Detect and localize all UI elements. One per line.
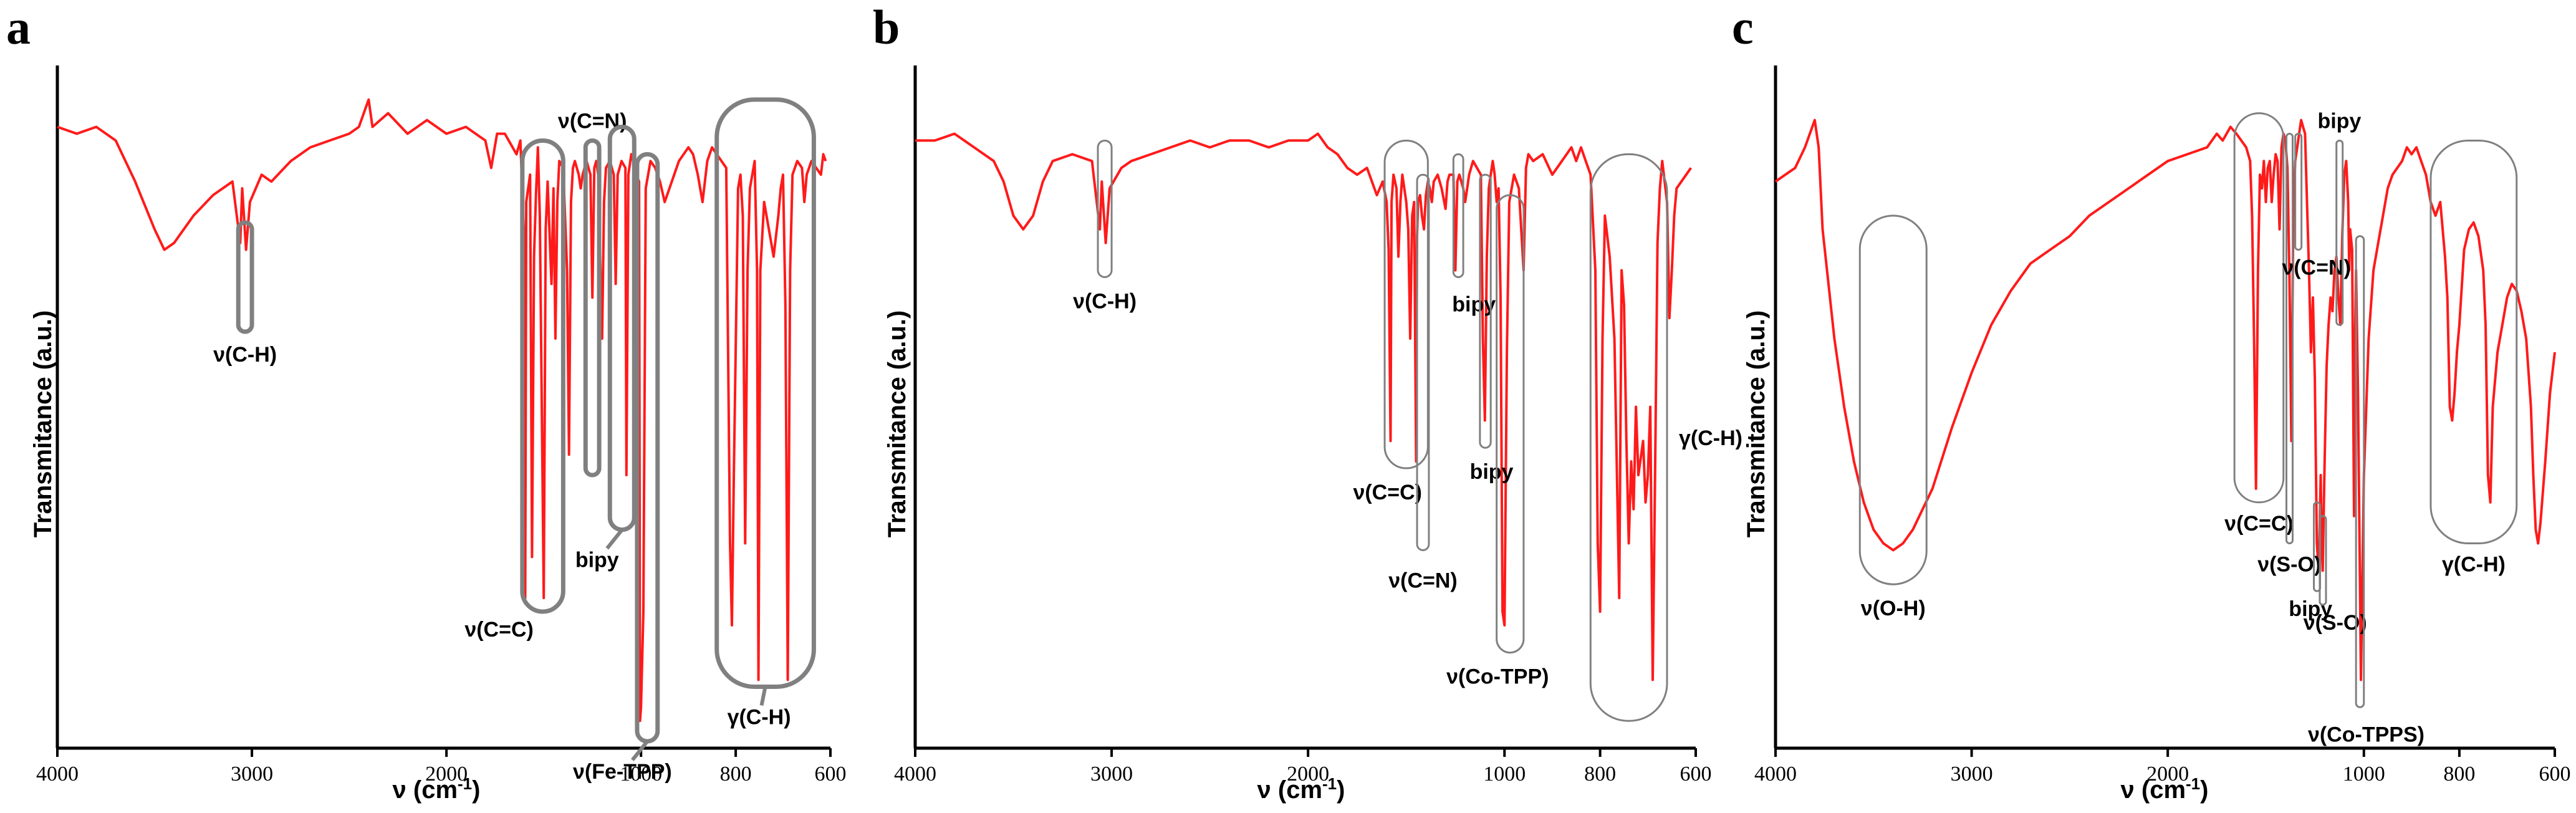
annotation-label: bipy [575,549,619,572]
y-axis-title-a: Transmitance (a.u.) [29,310,57,538]
annotation-capsule [1416,173,1430,551]
annotation-capsule [583,138,602,478]
annotation-label: γ(C-H) [728,705,791,729]
x-axis-title-a-sup: -1 [458,774,472,793]
annotation-label: ν(C-H) [1073,289,1137,313]
x-axis-title-c: ν (cm-1) [2121,774,2209,804]
spectrum-line [1774,118,2556,681]
annotation-capsule [1858,214,1928,585]
annotation-capsule [2355,235,2365,708]
annotation-capsule [1589,153,1668,722]
x-tick-label: 2000 [425,762,468,786]
annotation-label: ν(S-O) [2304,611,2367,635]
x-axis-title-b-end: ) [1337,776,1345,804]
annotation-label: ν(S-O) [2257,553,2321,577]
panel-letter-a: a [6,0,31,54]
panel-a-plot: 4000 3000 2000 1000 800 600ν(C-H)ν(C=C)ν(C=N)… [36,65,847,786]
annotation-label: ν(Co-TPPS) [2308,723,2425,746]
x-axis-title-c-sup: -1 [2186,774,2200,793]
annotation-capsule [1496,194,1525,654]
x-tick-label: 800 [2443,762,2475,786]
x-tick-label: 1000 [2343,762,2385,786]
x-tick-label: 3000 [231,762,273,786]
annotation-label: ν(C=C) [464,618,534,642]
panel-letter-b: b [873,0,900,54]
annotation-capsule [520,138,565,614]
x-tick-label: 4000 [36,762,79,786]
x-tick-label: 3000 [1951,762,1993,786]
y-axis-title-b: Transmitance (a.u.) [883,310,911,538]
x-tick-label: 4000 [894,762,936,786]
y-axis-title-c: Transmitance (a.u.) [1742,310,1770,538]
x-tick-label: 3000 [1090,762,1133,786]
annotation-label: γ(C-H) [1679,426,1742,450]
x-axis-title-b-main: ν (cm [1257,776,1323,804]
annotation-capsule [1383,139,1429,469]
x-tick-label: 800 [1584,762,1616,786]
spectrum-line [57,98,827,723]
annotation-label: ν(Co-TPP) [1446,665,1549,689]
x-axis-title-c-main: ν (cm [2121,776,2186,804]
x-tick-label: 600 [815,762,847,786]
x-tick-label: 2000 [1287,762,1329,786]
annotation-leader [759,686,767,706]
annotation-capsule [1452,153,1464,278]
annotation-label: bipy [1470,460,1514,484]
x-axis-title-a-main: ν (cm [393,776,458,804]
annotation-capsule [236,220,254,334]
x-tick-label: 600 [1680,762,1712,786]
x-tick-label: 800 [720,762,752,786]
x-axis-title-b: ν (cm-1) [1257,774,1345,804]
annotation-label: bipy [1452,292,1496,316]
x-axis-title-a-end: ) [472,776,480,804]
annotation-label: ν(C=C) [2224,512,2294,536]
annotation-capsule [2319,515,2327,606]
annotation-label: ν(C-H) [213,343,277,367]
x-axis-title-b-sup: -1 [1322,774,1337,793]
x-tick-label: 600 [2539,762,2571,786]
x-tick-label: 1000 [1483,762,1526,786]
annotation-capsule [2429,139,2518,544]
spectrum-line [915,132,1692,681]
annotation-leader [631,740,649,761]
annotation-capsule [1097,139,1113,278]
panel-c-plot: 4000 3000 2000 1000 800 600 ν(O-H) ν(C=C) ν(S-O)… [1754,65,2571,786]
annotation-label: γ(C-H) [2442,553,2506,577]
panel-letter-c: c [1732,0,1754,54]
annotation-capsule [2335,139,2344,326]
panel-b-plot: 4000 3000 2000 1000 800 600 ν(C-H) ν(C=C) ν(C=N)… [894,65,1742,786]
x-tick-label: 1000 [620,762,662,786]
annotation-label: bipy [2317,109,2361,133]
annotation-label: ν(C=N) [2282,256,2351,280]
x-axis-title-c-end: ) [2200,776,2208,804]
x-axis-title-a: ν (cm-1) [393,774,481,804]
annotation-label: ν(C=N) [1388,569,1458,592]
annotation-leader [605,528,624,550]
x-tick-label: 4000 [1754,762,1797,786]
x-tick-label: 2000 [2146,762,2189,786]
annotation-capsule [2285,133,2294,544]
annotation-label: ν(C=C) [1353,481,1422,504]
annotation-label: ν(O-H) [1861,597,1926,620]
annotation-capsule [1479,173,1492,449]
annotation-label: ν(Fe-TPP) [573,760,672,784]
annotation-capsule [2233,112,2285,504]
annotation-capsule [2294,133,2303,251]
